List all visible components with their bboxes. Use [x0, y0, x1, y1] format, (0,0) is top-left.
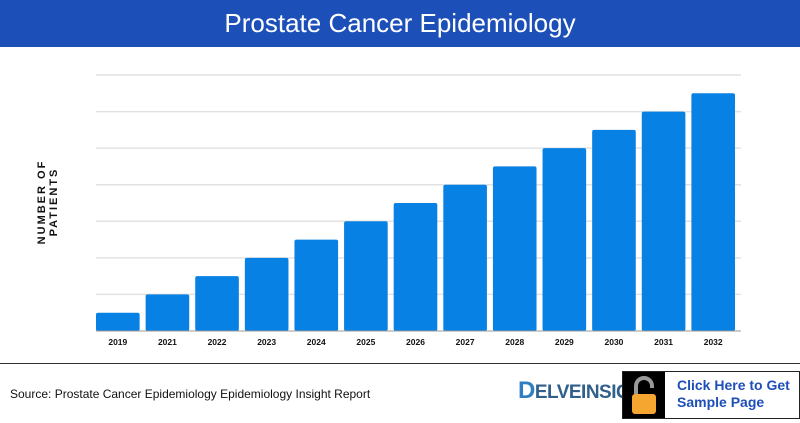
sample-page-button[interactable]: Click Here to Get Sample Page	[622, 371, 800, 419]
cta-line-1: Click Here to Get	[677, 377, 790, 393]
x-tick-label: 2019	[108, 337, 127, 347]
bar-2024	[294, 239, 339, 331]
x-tick-label: 2032	[704, 337, 723, 347]
page-title: Prostate Cancer Epidemiology	[0, 0, 800, 47]
x-tick-label: 2028	[505, 337, 524, 347]
x-tick-label: 2026	[406, 337, 425, 347]
x-tick-label: 2022	[208, 337, 227, 347]
unlock-icon	[623, 372, 665, 418]
bar-2028	[492, 166, 537, 331]
x-tick-label: 2030	[605, 337, 624, 347]
y-axis-label: NUMBER OF PATIENTS	[36, 159, 60, 245]
bar-2030	[592, 129, 636, 331]
bar-chart: 2019 2021 2022 2023 2024 2025 2026 2027 2028 2029…	[96, 74, 741, 347]
bar-2027	[443, 184, 487, 331]
bar-2029	[542, 148, 587, 331]
cta-line-2: Sample Page	[677, 394, 765, 410]
source-text: Source: Prostate Cancer Epidemiology Epi…	[10, 387, 371, 401]
x-tick-label: 2023	[257, 337, 276, 347]
x-tick-label: 2021	[158, 337, 177, 347]
bar-2019	[96, 312, 140, 331]
bar-2031	[641, 111, 686, 331]
bar-2023	[244, 257, 289, 331]
bar-2026	[393, 203, 438, 331]
x-tick-label: 2029	[555, 337, 574, 347]
x-tick-label: 2027	[456, 337, 475, 347]
x-tick-label: 2025	[356, 337, 375, 347]
x-tick-label: 2031	[654, 337, 673, 347]
bar-2032	[691, 93, 735, 332]
x-tick-label: 2024	[307, 337, 326, 347]
bar-2025	[344, 221, 388, 331]
divider	[0, 363, 800, 364]
bar-2021	[145, 294, 190, 331]
bar-2022	[195, 276, 239, 331]
